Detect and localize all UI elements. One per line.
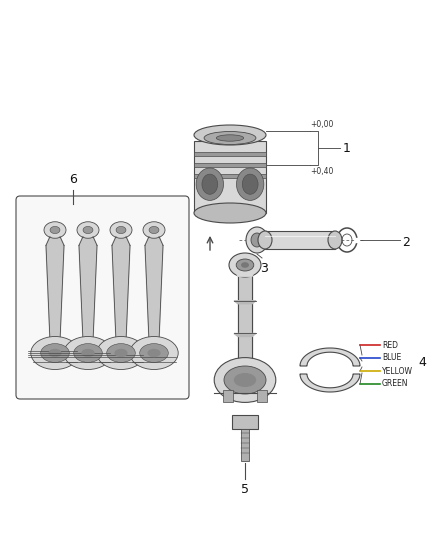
Ellipse shape — [242, 174, 258, 195]
Ellipse shape — [140, 344, 168, 362]
Text: 5: 5 — [241, 483, 249, 496]
Polygon shape — [234, 268, 255, 276]
Ellipse shape — [50, 227, 60, 233]
Bar — [257, 390, 267, 401]
Bar — [194, 141, 266, 213]
Ellipse shape — [258, 231, 272, 249]
Polygon shape — [112, 245, 130, 341]
Ellipse shape — [107, 344, 135, 362]
Ellipse shape — [241, 262, 249, 268]
Polygon shape — [300, 374, 360, 392]
Ellipse shape — [196, 168, 223, 200]
Ellipse shape — [31, 336, 79, 369]
Polygon shape — [46, 245, 64, 341]
Ellipse shape — [234, 373, 256, 387]
Text: GREEN: GREEN — [382, 379, 409, 389]
Ellipse shape — [194, 125, 266, 145]
Ellipse shape — [224, 366, 266, 394]
Ellipse shape — [149, 227, 159, 233]
Ellipse shape — [44, 222, 66, 238]
Text: 3: 3 — [260, 262, 268, 275]
Ellipse shape — [77, 222, 99, 238]
FancyBboxPatch shape — [16, 196, 189, 399]
Polygon shape — [234, 301, 256, 304]
Text: +0,40: +0,40 — [310, 167, 333, 176]
Ellipse shape — [41, 344, 69, 362]
Text: 1: 1 — [343, 141, 351, 155]
Bar — [194, 174, 266, 177]
Text: +0,00: +0,00 — [310, 120, 333, 129]
Polygon shape — [234, 334, 256, 336]
Ellipse shape — [64, 336, 112, 369]
Bar — [194, 152, 266, 156]
Ellipse shape — [251, 233, 263, 247]
Ellipse shape — [194, 203, 266, 223]
Ellipse shape — [83, 227, 93, 233]
Ellipse shape — [81, 349, 95, 357]
Polygon shape — [300, 348, 360, 366]
Polygon shape — [79, 245, 97, 341]
Bar — [241, 429, 249, 461]
Ellipse shape — [74, 344, 102, 362]
Ellipse shape — [49, 349, 62, 357]
Ellipse shape — [110, 222, 132, 238]
Ellipse shape — [246, 227, 268, 253]
Text: 4: 4 — [418, 357, 426, 369]
Ellipse shape — [204, 132, 256, 144]
Ellipse shape — [114, 349, 127, 357]
Ellipse shape — [214, 358, 276, 402]
Polygon shape — [355, 238, 359, 242]
Ellipse shape — [116, 227, 126, 233]
Polygon shape — [145, 245, 163, 341]
Polygon shape — [112, 237, 130, 245]
Ellipse shape — [148, 349, 161, 357]
Ellipse shape — [216, 135, 244, 141]
Ellipse shape — [97, 336, 145, 369]
Ellipse shape — [328, 231, 342, 249]
Polygon shape — [145, 237, 163, 245]
Ellipse shape — [143, 222, 165, 238]
Text: 2: 2 — [402, 236, 410, 248]
Text: 6: 6 — [69, 173, 77, 186]
Bar — [194, 163, 266, 167]
Text: RED: RED — [382, 341, 398, 350]
Bar — [223, 390, 233, 401]
Ellipse shape — [202, 174, 218, 195]
Bar — [265, 231, 335, 249]
Ellipse shape — [229, 253, 261, 277]
Text: YELLOW: YELLOW — [382, 367, 413, 376]
Polygon shape — [238, 276, 252, 358]
Ellipse shape — [236, 259, 254, 271]
Polygon shape — [79, 237, 97, 245]
Polygon shape — [46, 237, 64, 245]
Ellipse shape — [237, 168, 264, 200]
Ellipse shape — [130, 336, 178, 369]
Text: BLUE: BLUE — [382, 353, 401, 362]
Bar — [232, 415, 258, 429]
